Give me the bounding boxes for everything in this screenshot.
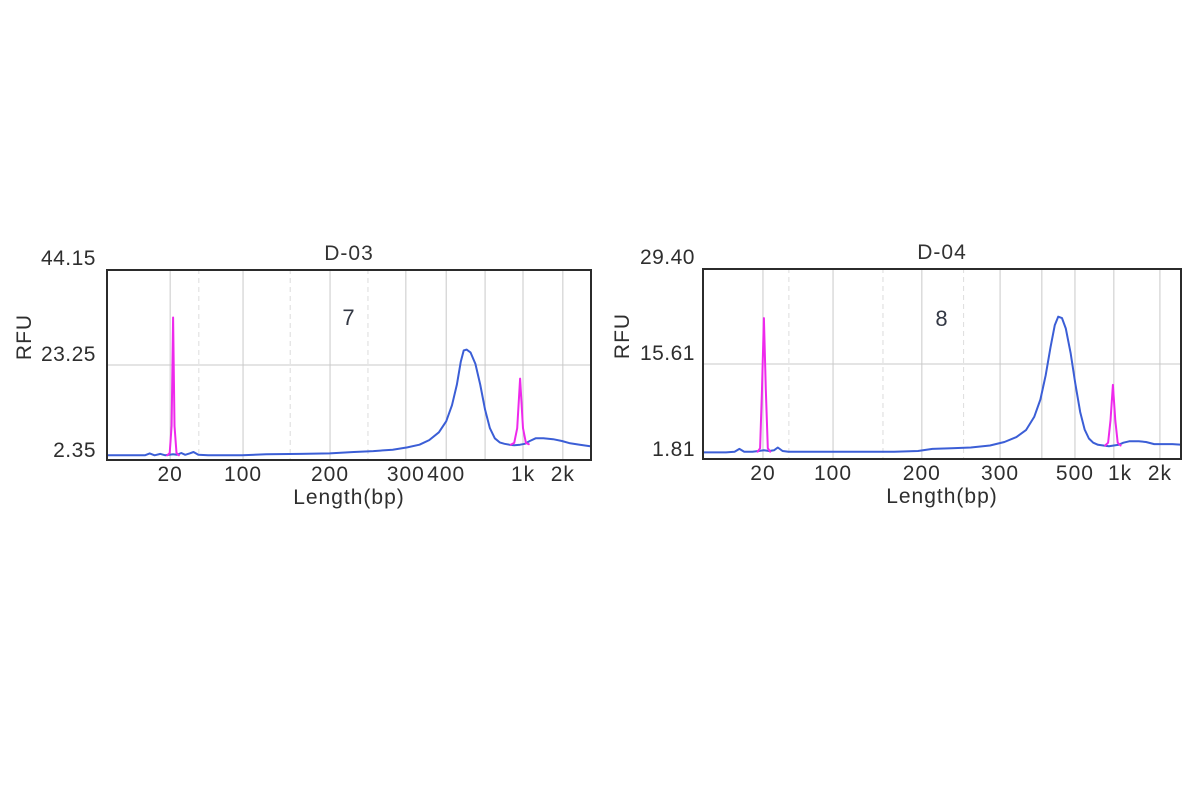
chart-title: D-04: [917, 241, 967, 264]
y-axis-min-label: 2.35: [53, 439, 96, 462]
y-axis-mid-label: 23.25: [40, 343, 96, 366]
x-tick-label: 1k: [1107, 462, 1133, 485]
x-axis-title: Length(bp): [886, 485, 998, 508]
y-axis-max-label: 44.15: [40, 247, 96, 270]
x-tick-label: 300: [386, 463, 425, 486]
x-tick-label: 20: [750, 462, 776, 485]
x-tick-label: 100: [814, 462, 853, 485]
x-tick-label: 1k: [510, 463, 536, 486]
x-tick-label: 200: [311, 463, 350, 486]
x-tick-label: 2k: [1147, 462, 1172, 485]
plot-frame: [702, 268, 1182, 460]
y-axis-max-label: 29.40: [639, 246, 695, 269]
well-number-annotation: 8: [935, 306, 949, 331]
sample-trace: [106, 348, 592, 457]
plot-area: [702, 268, 1182, 460]
x-axis-title: Length(bp): [293, 486, 405, 509]
chart-title: D-03: [324, 242, 374, 265]
x-tick-label: 100: [224, 463, 263, 486]
x-tick-label: 500: [1055, 462, 1094, 485]
plot-area: [106, 269, 592, 461]
y-axis-title: RFU: [611, 312, 634, 360]
lower-marker-peak: [756, 317, 772, 453]
x-tick-label: 200: [902, 462, 941, 485]
plot-frame: [106, 269, 592, 461]
sample-trace: [702, 315, 1182, 454]
upper-marker-peak: [509, 377, 530, 446]
upper-marker-peak: [1104, 383, 1122, 447]
x-tick-label: 400: [427, 463, 466, 486]
well-number-annotation: 7: [342, 305, 356, 330]
x-tick-label: 20: [157, 463, 183, 486]
y-axis-min-label: 1.81: [652, 438, 695, 461]
x-tick-label: 300: [981, 462, 1020, 485]
y-axis-mid-label: 15.61: [639, 342, 695, 365]
lower-marker-peak: [166, 316, 180, 457]
x-tick-label: 2k: [550, 463, 575, 486]
